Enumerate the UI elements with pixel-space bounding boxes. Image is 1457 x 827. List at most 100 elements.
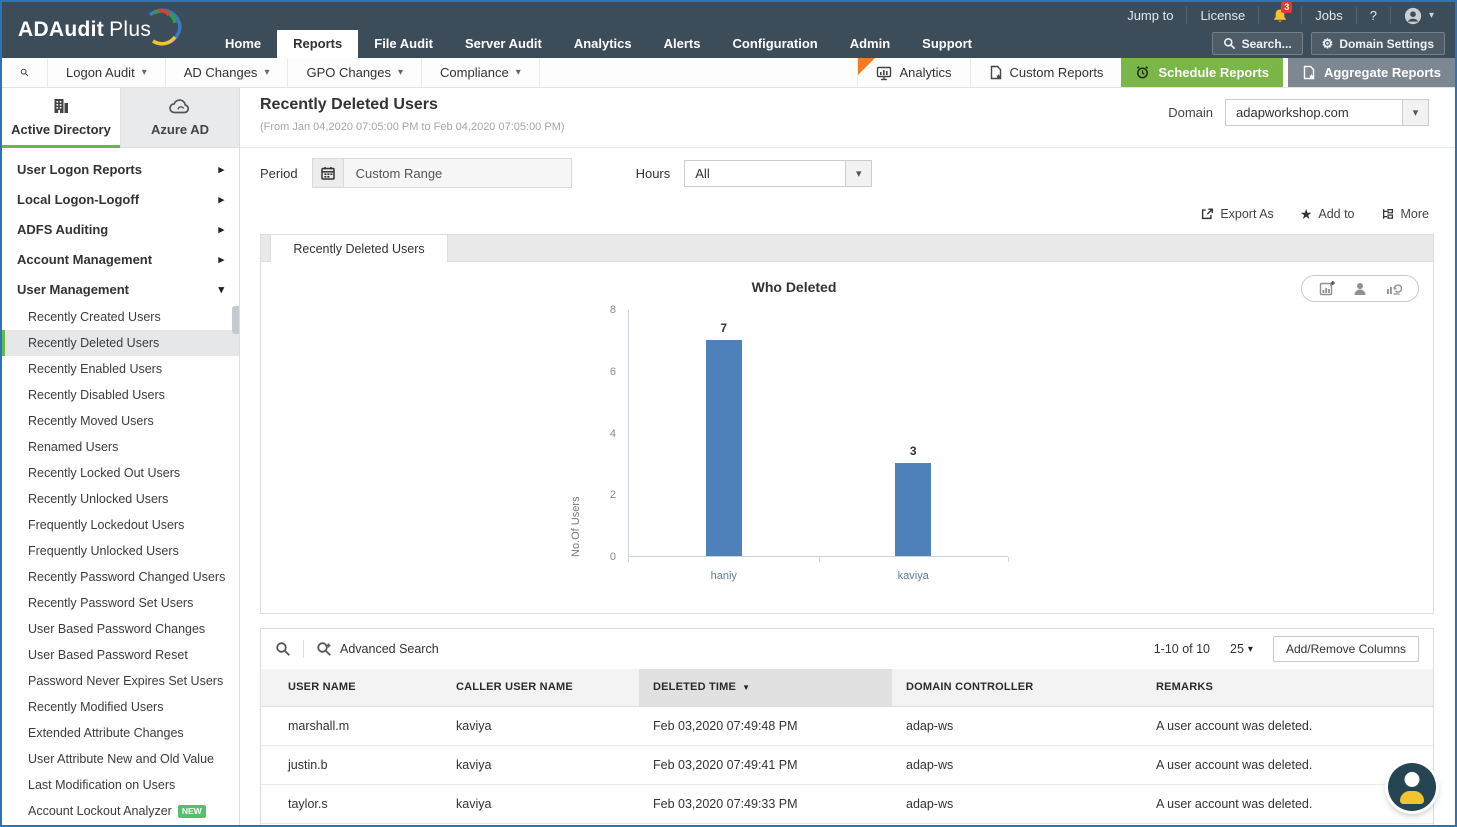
category-label: User Logon Reports (17, 161, 142, 177)
page-title: Recently Deleted Users (260, 96, 438, 113)
column-header-deleted-time[interactable]: DELETED TIME ▼ (639, 669, 892, 707)
menu-ad-changes[interactable]: AD Changes ▾ (166, 58, 289, 87)
category-adfs-auditing[interactable]: ADFS Auditing ▸ (2, 214, 239, 244)
hours-select[interactable]: All ▾ (684, 159, 873, 187)
column-header-remarks[interactable]: REMARKS (1142, 669, 1433, 707)
menu-gpo-changes[interactable]: GPO Changes ▾ (288, 58, 423, 87)
sidebar-collapse-handle[interactable] (232, 306, 239, 334)
category-user-logon-reports[interactable]: User Logon Reports ▸ (2, 154, 239, 184)
bar[interactable] (895, 463, 932, 556)
sidebar-item-recently-password-changed-users[interactable]: Recently Password Changed Users (28, 570, 226, 584)
calendar-icon (320, 167, 335, 180)
analytics-button[interactable]: NEW Analytics (857, 58, 969, 87)
tab-recently-deleted-users[interactable]: Recently Deleted Users (270, 235, 448, 262)
notifications-button[interactable]: 3 (1258, 2, 1301, 24)
sidebar-item-recently-modified-users[interactable]: Recently Modified Users (28, 700, 164, 714)
bar-value-label: 3 (909, 444, 917, 459)
nav-alerts[interactable]: Alerts (663, 36, 701, 51)
page-size-select[interactable]: 25 ▾ (1230, 642, 1253, 656)
y-tick-label: 0 (609, 551, 616, 563)
sidebar-item-user-based-password-changes[interactable]: User Based Password Changes (28, 622, 206, 636)
more-label: More (1400, 207, 1429, 221)
reports-search-button[interactable] (2, 58, 48, 87)
nav-analytics[interactable]: Analytics (573, 36, 632, 51)
report-actions: Export As ★ Add to More (240, 204, 1429, 224)
sidebar-item-recently-disabled-users[interactable]: Recently Disabled Users (28, 388, 165, 402)
nav-support[interactable]: Support (922, 36, 972, 51)
nav-server-audit[interactable]: Server Audit (465, 36, 542, 51)
category-local-logon-logoff[interactable]: Local Logon-Logoff ▸ (2, 184, 239, 214)
sidebar-item-user-based-password-reset[interactable]: User Based Password Reset (28, 648, 188, 662)
global-search-button[interactable]: Search... (1211, 32, 1303, 55)
nav-configuration[interactable]: Configuration (732, 36, 818, 51)
export-as-button[interactable]: Export As (1200, 207, 1274, 221)
nav-reports[interactable]: Reports (277, 30, 359, 58)
column-header-caller-user-name[interactable]: CALLER USER NAME (429, 669, 639, 707)
calendar-button[interactable] (311, 158, 344, 188)
aggregate-reports-button[interactable]: Aggregate Reports (1287, 58, 1455, 87)
nav-home[interactable]: Home (225, 36, 262, 51)
sidebar-item-renamed-users[interactable]: Renamed Users (28, 440, 119, 454)
sidebar-item-user-attribute-new-and-old-value[interactable]: User Attribute New and Old Value (28, 752, 214, 766)
x-axis-label: haniy (710, 570, 737, 582)
sidebar-item-password-never-expires-set-users[interactable]: Password Never Expires Set Users (28, 674, 224, 688)
period-input[interactable]: Custom Range (343, 158, 572, 188)
table-row[interactable]: marshall.m kaviya Feb 03,2020 07:49:48 P… (261, 706, 1433, 746)
sidebar-item-recently-locked-out-users[interactable]: Recently Locked Out Users (28, 466, 181, 480)
help-link[interactable]: ? (1355, 7, 1390, 24)
more-button[interactable]: More (1381, 207, 1429, 221)
add-remove-columns-button[interactable]: Add/Remove Columns (1272, 636, 1419, 662)
table-row[interactable]: justin.b kaviya Feb 03,2020 07:49:41 PM … (261, 745, 1433, 785)
sidebar-item-extended-attribute-changes[interactable]: Extended Attribute Changes (28, 726, 184, 740)
top-bar: ADAudit Plus Jump to License 3 Jobs ? ▾ (2, 2, 1455, 58)
sidebar-item-frequently-unlocked-users[interactable]: Frequently Unlocked Users (28, 544, 179, 558)
user-menu[interactable]: ▾ (1389, 7, 1447, 24)
refresh-chart-icon[interactable] (1385, 280, 1402, 297)
support-assistant-button[interactable] (1388, 763, 1436, 811)
user-avatar-icon (1404, 7, 1422, 24)
sidebar-item-recently-password-set-users[interactable]: Recently Password Set Users (28, 596, 194, 610)
jump-to-link[interactable]: Jump to (1114, 7, 1186, 24)
add-chart-icon[interactable] (1319, 280, 1336, 297)
custom-reports-button[interactable]: Custom Reports (969, 58, 1122, 87)
sidebar-item-recently-enabled-users[interactable]: Recently Enabled Users (28, 362, 163, 376)
tab-active-directory[interactable]: Active Directory (2, 88, 120, 148)
chart-title: Who Deleted (751, 279, 837, 295)
chevron-down-icon: ▾ (1247, 643, 1253, 655)
sidebar-item-recently-deleted-users[interactable]: Recently Deleted Users (2, 330, 239, 356)
sort-desc-icon: ▼ (742, 683, 751, 693)
tab-azure-ad[interactable]: Azure AD (120, 88, 239, 148)
category-label: User Management (17, 281, 129, 297)
bar[interactable] (705, 339, 742, 556)
column-header-user-name[interactable]: USER NAME (261, 669, 429, 707)
add-to-button[interactable]: ★ Add to (1300, 206, 1355, 223)
schedule-reports-button[interactable]: Schedule Reports (1121, 58, 1283, 87)
sidebar-item-account-lockout-analyzer[interactable]: Account Lockout Analyzer NEW (2, 798, 239, 824)
jobs-link[interactable]: Jobs (1301, 7, 1355, 24)
sidebar-item-frequently-lockedout-users[interactable]: Frequently Lockedout Users (28, 518, 185, 532)
menu-logon-audit[interactable]: Logon Audit ▾ (48, 58, 166, 87)
menu-compliance[interactable]: Compliance ▾ (422, 58, 540, 87)
category-user-management[interactable]: User Management ▾ (2, 274, 239, 304)
top-utility-links: Jump to License 3 Jobs ? ▾ (1114, 2, 1447, 29)
domain-label: Domain (1168, 105, 1213, 120)
search-icon (20, 68, 29, 77)
domain-select[interactable]: adapworkshop.com ▾ (1225, 99, 1429, 126)
cell-domain-controller: adap-ws (892, 706, 1142, 746)
advanced-search-button[interactable]: Advanced Search (316, 641, 439, 657)
sidebar-item-recently-created-users[interactable]: Recently Created Users (28, 310, 161, 324)
license-link[interactable]: License (1186, 7, 1258, 24)
user-chart-icon[interactable] (1352, 281, 1368, 297)
domain-settings-button[interactable]: ⚙ Domain Settings (1310, 32, 1445, 55)
table-row[interactable]: taylor.s kaviya Feb 03,2020 07:49:33 PM … (261, 784, 1433, 824)
category-account-management[interactable]: Account Management ▸ (2, 244, 239, 274)
table-search-button[interactable] (275, 641, 291, 657)
nav-admin[interactable]: Admin (849, 36, 891, 51)
sidebar-item-recently-unlocked-users[interactable]: Recently Unlocked Users (28, 492, 169, 506)
sidebar-item-recently-moved-users[interactable]: Recently Moved Users (28, 414, 154, 428)
sidebar-item-last-modification-on-users[interactable]: Last Modification on Users (28, 778, 176, 792)
nav-file-audit[interactable]: File Audit (374, 36, 433, 51)
cell-user-name: justin.b (261, 745, 429, 785)
column-header-domain-controller[interactable]: DOMAIN CONTROLLER (892, 669, 1142, 707)
